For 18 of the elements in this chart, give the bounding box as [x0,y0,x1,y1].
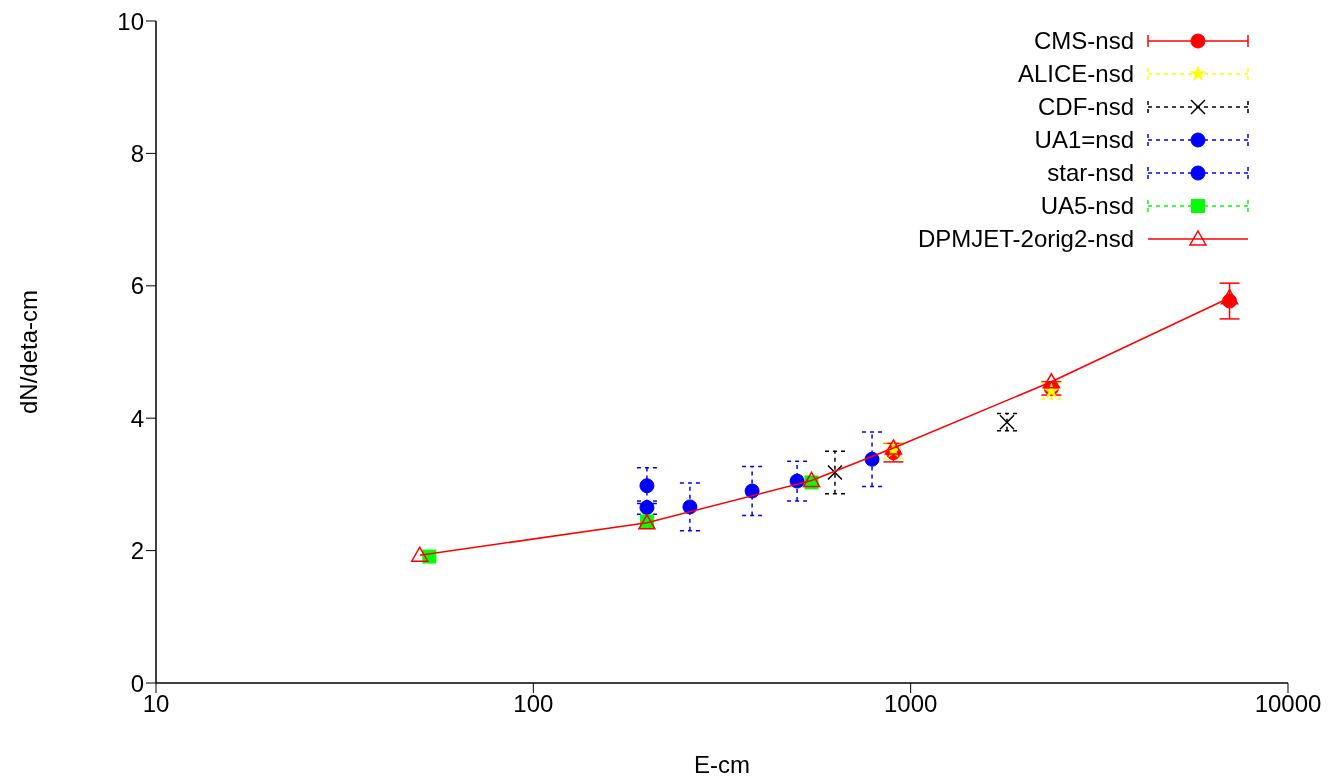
legend-label: CMS-nsd [1033,27,1134,54]
y-tick-label: 2 [130,537,144,565]
y-tick-label: 10 [117,7,144,35]
legend-label: UA5-nsd [1040,192,1134,219]
x-tick-label: 10000 [1254,690,1322,718]
legend-label: star-nsd [1047,159,1134,186]
x-axis-title: E-cm [694,751,750,778]
x-tick-label: 100 [513,690,554,718]
legend-label: UA1=nsd [1034,126,1134,153]
y-tick-label: 4 [130,404,144,432]
legend-label: DPMJET-2orig2-nsd [917,225,1134,252]
y-tick-label: 8 [130,139,144,167]
legend-label: CDF-nsd [1037,93,1134,120]
y-axis-title: dN/deta-cm [14,289,42,415]
y-tick-label: 6 [130,272,144,300]
x-tick-label: 1000 [883,690,938,718]
y-tick-label: 0 [130,669,144,697]
legend-label: ALICE-nsd [1017,60,1134,87]
